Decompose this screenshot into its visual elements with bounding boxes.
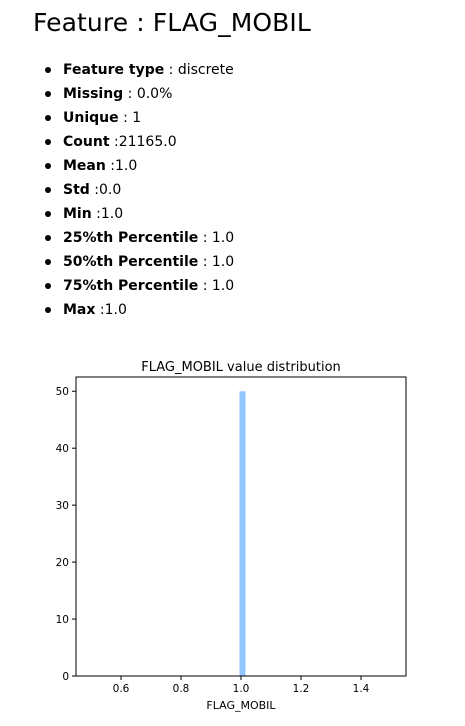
stat-separator: : <box>95 302 105 318</box>
x-axis-ticks: 0.6 0.8 1.0 1.2 1.4 <box>113 676 370 695</box>
stat-value: 1.0 <box>211 254 235 270</box>
page-title: Feature : FLAG_MOBIL <box>33 8 311 37</box>
stat-value: 1.0 <box>104 302 127 318</box>
bullet-icon <box>45 187 51 193</box>
stat-label: Std <box>63 182 90 198</box>
stat-separator: : <box>198 230 212 246</box>
stat-50th-percentile: 50%th Percentile : 1.0 <box>0 250 234 274</box>
stat-separator: : <box>198 254 212 270</box>
y-tick-label: 40 <box>56 443 69 455</box>
stat-separator: : <box>198 278 212 294</box>
stat-value: 1.0 <box>100 206 124 222</box>
chart-title: FLAG_MOBIL value distribution <box>141 360 341 375</box>
bar <box>239 391 246 676</box>
bullet-icon <box>45 139 51 145</box>
stat-max: Max :1.0 <box>0 298 234 322</box>
stat-separator: : <box>105 158 116 174</box>
stat-value: 1 <box>132 110 142 126</box>
bar-group <box>239 391 246 676</box>
stat-count: Count :21165.0 <box>0 130 234 154</box>
stat-25th-percentile: 25%th Percentile : 1.0 <box>0 226 234 250</box>
stat-value: 21165.0 <box>118 134 177 150</box>
stat-label: Mean <box>63 158 106 174</box>
y-tick-label: 20 <box>56 557 69 569</box>
bullet-icon <box>45 283 51 289</box>
stat-missing: Missing : 0.0% <box>0 82 234 106</box>
stat-label: Count <box>63 134 110 150</box>
stat-label: Missing <box>63 86 124 102</box>
bullet-icon <box>45 163 51 169</box>
y-tick-label: 10 <box>56 614 69 626</box>
bullet-icon <box>45 235 51 241</box>
y-tick-label: 30 <box>56 500 69 512</box>
stat-value: discrete <box>177 62 234 78</box>
stat-separator: : <box>91 206 101 222</box>
y-tick-label: 0 <box>62 671 69 683</box>
stat-label: Feature type <box>63 62 165 78</box>
bullet-icon <box>45 259 51 265</box>
stat-label: 75%th Percentile <box>63 278 199 294</box>
y-axis-ticks: 0 10 20 30 40 50 <box>56 386 76 683</box>
feature-stats-list: Feature type : discrete Missing : 0.0% U… <box>0 58 234 322</box>
stat-value: 0.0 <box>98 182 122 198</box>
stat-min: Min :1.0 <box>0 202 234 226</box>
stat-value: 1.0 <box>211 278 235 294</box>
stat-separator: : <box>123 86 137 102</box>
stat-label: Max <box>63 302 96 318</box>
stat-separator: : <box>109 134 119 150</box>
bullet-icon <box>45 307 51 313</box>
distribution-chart: FLAG_MOBIL value distribution 0.6 0.8 1.0 1… <box>56 360 407 712</box>
x-tick-label: 1.4 <box>353 683 370 695</box>
stat-separator: : <box>89 182 99 198</box>
bullet-icon <box>45 115 51 121</box>
stat-label: Unique <box>63 110 119 126</box>
y-tick-label: 50 <box>56 386 69 398</box>
stat-label: 25%th Percentile <box>63 230 199 246</box>
x-axis-label: FLAG_MOBIL <box>206 699 276 712</box>
stat-75th-percentile: 75%th Percentile : 1.0 <box>0 274 234 298</box>
x-tick-label: 0.6 <box>113 683 130 695</box>
stat-value: 1.0 <box>211 230 235 246</box>
bullet-icon <box>45 91 51 97</box>
stat-separator: : <box>118 110 133 126</box>
x-tick-label: 1.2 <box>293 683 310 695</box>
stat-unique: Unique : 1 <box>0 106 234 130</box>
stat-value: 1.0 <box>115 158 138 174</box>
stat-value: 0.0% <box>136 86 173 102</box>
stat-feature-type: Feature type : discrete <box>0 58 234 82</box>
x-tick-label: 0.8 <box>173 683 190 695</box>
x-tick-label: 1.0 <box>233 683 250 695</box>
stat-mean: Mean :1.0 <box>0 154 234 178</box>
bullet-icon <box>45 211 51 217</box>
stat-separator: : <box>164 62 178 78</box>
stat-label: Min <box>63 206 92 222</box>
stat-std: Std :0.0 <box>0 178 234 202</box>
stat-label: 50%th Percentile <box>63 254 199 270</box>
bullet-icon <box>45 67 51 73</box>
